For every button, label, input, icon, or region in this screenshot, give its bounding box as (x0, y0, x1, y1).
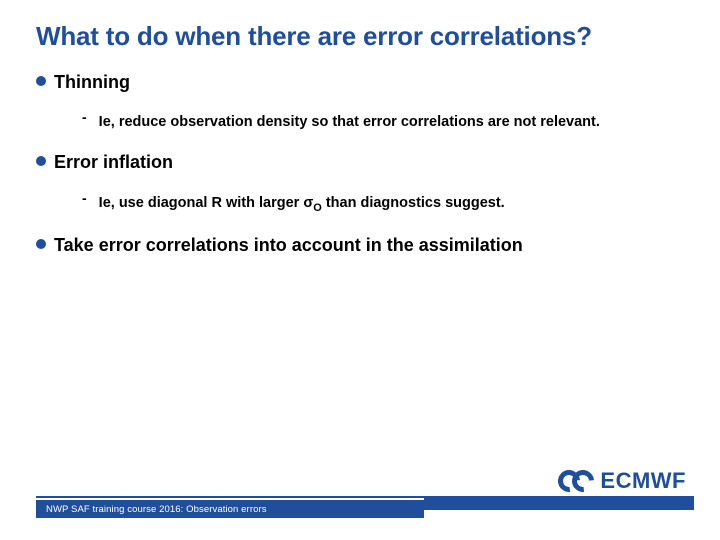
list-item: Take error correlations into account in … (36, 233, 684, 257)
footer-bar: NWP SAF training course 2016: Observatio… (36, 500, 424, 518)
bullet-dot-icon (36, 239, 46, 249)
footer-rule (36, 496, 424, 498)
list-item: Error inflation (36, 150, 684, 174)
slide-footer: ECMWF NWP SAF training course 2016: Obse… (0, 476, 720, 540)
list-item: Thinning (36, 70, 684, 94)
logo-text: ECMWF (600, 468, 686, 494)
list-item-label: Take error correlations into account in … (54, 233, 523, 257)
list-item-label: Error inflation (54, 150, 173, 174)
ecmwf-logo: ECMWF (558, 468, 686, 494)
footer-text: NWP SAF training course 2016: Observatio… (46, 504, 267, 515)
list-subitem: - Ie, reduce observation density so that… (82, 108, 684, 136)
list-subitem: - Ie, use diagonal R with larger σO than… (82, 189, 684, 219)
dash-icon: - (82, 109, 87, 125)
slide: What to do when there are error correlat… (0, 0, 720, 540)
bullet-list: Thinning - Ie, reduce observation densit… (36, 70, 684, 257)
list-item-label: Thinning (54, 70, 130, 94)
bullet-dot-icon (36, 76, 46, 86)
footer-bar-right (424, 496, 694, 510)
logo-mark-icon (558, 470, 594, 492)
list-subitem-text: Ie, reduce observation density so that e… (99, 108, 600, 136)
bullet-dot-icon (36, 156, 46, 166)
page-title: What to do when there are error correlat… (36, 22, 684, 52)
sigma-subscript: O (313, 202, 322, 214)
dash-icon: - (82, 190, 87, 206)
list-subitem-text: Ie, use diagonal R with larger σO than d… (99, 189, 505, 219)
